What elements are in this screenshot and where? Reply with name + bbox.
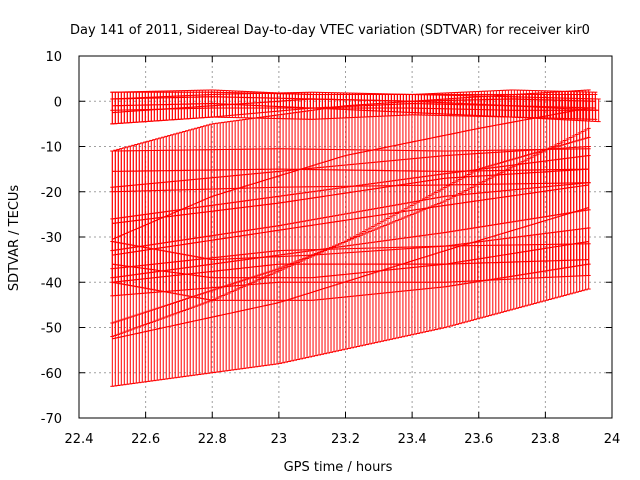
series-line — [112, 107, 589, 240]
axes: 22.4 22.6 22.8 23 23.2 23.4 23.6 23.8 24 10 0 -10 -2… — [41, 50, 621, 447]
series-sat-g — [110, 243, 591, 297]
chart-title: Day 141 of 2011, Sidereal Day-to-day VTE… — [70, 23, 590, 38]
y-tick-label: -20 — [41, 186, 62, 201]
x-tick-label: 22.6 — [131, 432, 160, 447]
y-tick-label: -70 — [41, 412, 62, 427]
x-tick-label: 24 — [604, 432, 621, 447]
data-series-group — [110, 89, 601, 387]
y-tick-label: -50 — [41, 322, 62, 337]
x-tick-label: 22.8 — [198, 432, 227, 447]
series-line — [112, 207, 589, 340]
series-sat-e — [110, 148, 591, 193]
y-tick-label: 0 — [54, 95, 62, 110]
x-tick-label: 23 — [271, 432, 288, 447]
series-sat-j — [110, 91, 601, 125]
y-tick-label: -40 — [41, 276, 62, 291]
series-sat-d — [110, 146, 591, 252]
y-axis-label: SDTVAR / TECUs — [7, 185, 22, 292]
series-line — [112, 240, 589, 279]
series-line — [112, 98, 599, 114]
x-tick-label: 23.8 — [531, 432, 560, 447]
x-tick-label: 23.4 — [398, 432, 427, 447]
y-tick-label: -10 — [41, 141, 62, 156]
series-line — [112, 168, 589, 224]
series-line — [112, 184, 589, 256]
series-sat-a — [110, 127, 591, 387]
x-axis-label: GPS time / hours — [284, 460, 393, 475]
series-line — [112, 168, 589, 173]
y-tick-label: -30 — [41, 231, 62, 246]
y-tick-label: -60 — [41, 367, 62, 382]
x-tick-label: 23.6 — [464, 432, 493, 447]
y-tick-label: 10 — [45, 50, 62, 65]
x-tick-label: 22.4 — [65, 432, 94, 447]
series-line — [112, 259, 589, 283]
x-tick-label: 23.2 — [331, 432, 360, 447]
